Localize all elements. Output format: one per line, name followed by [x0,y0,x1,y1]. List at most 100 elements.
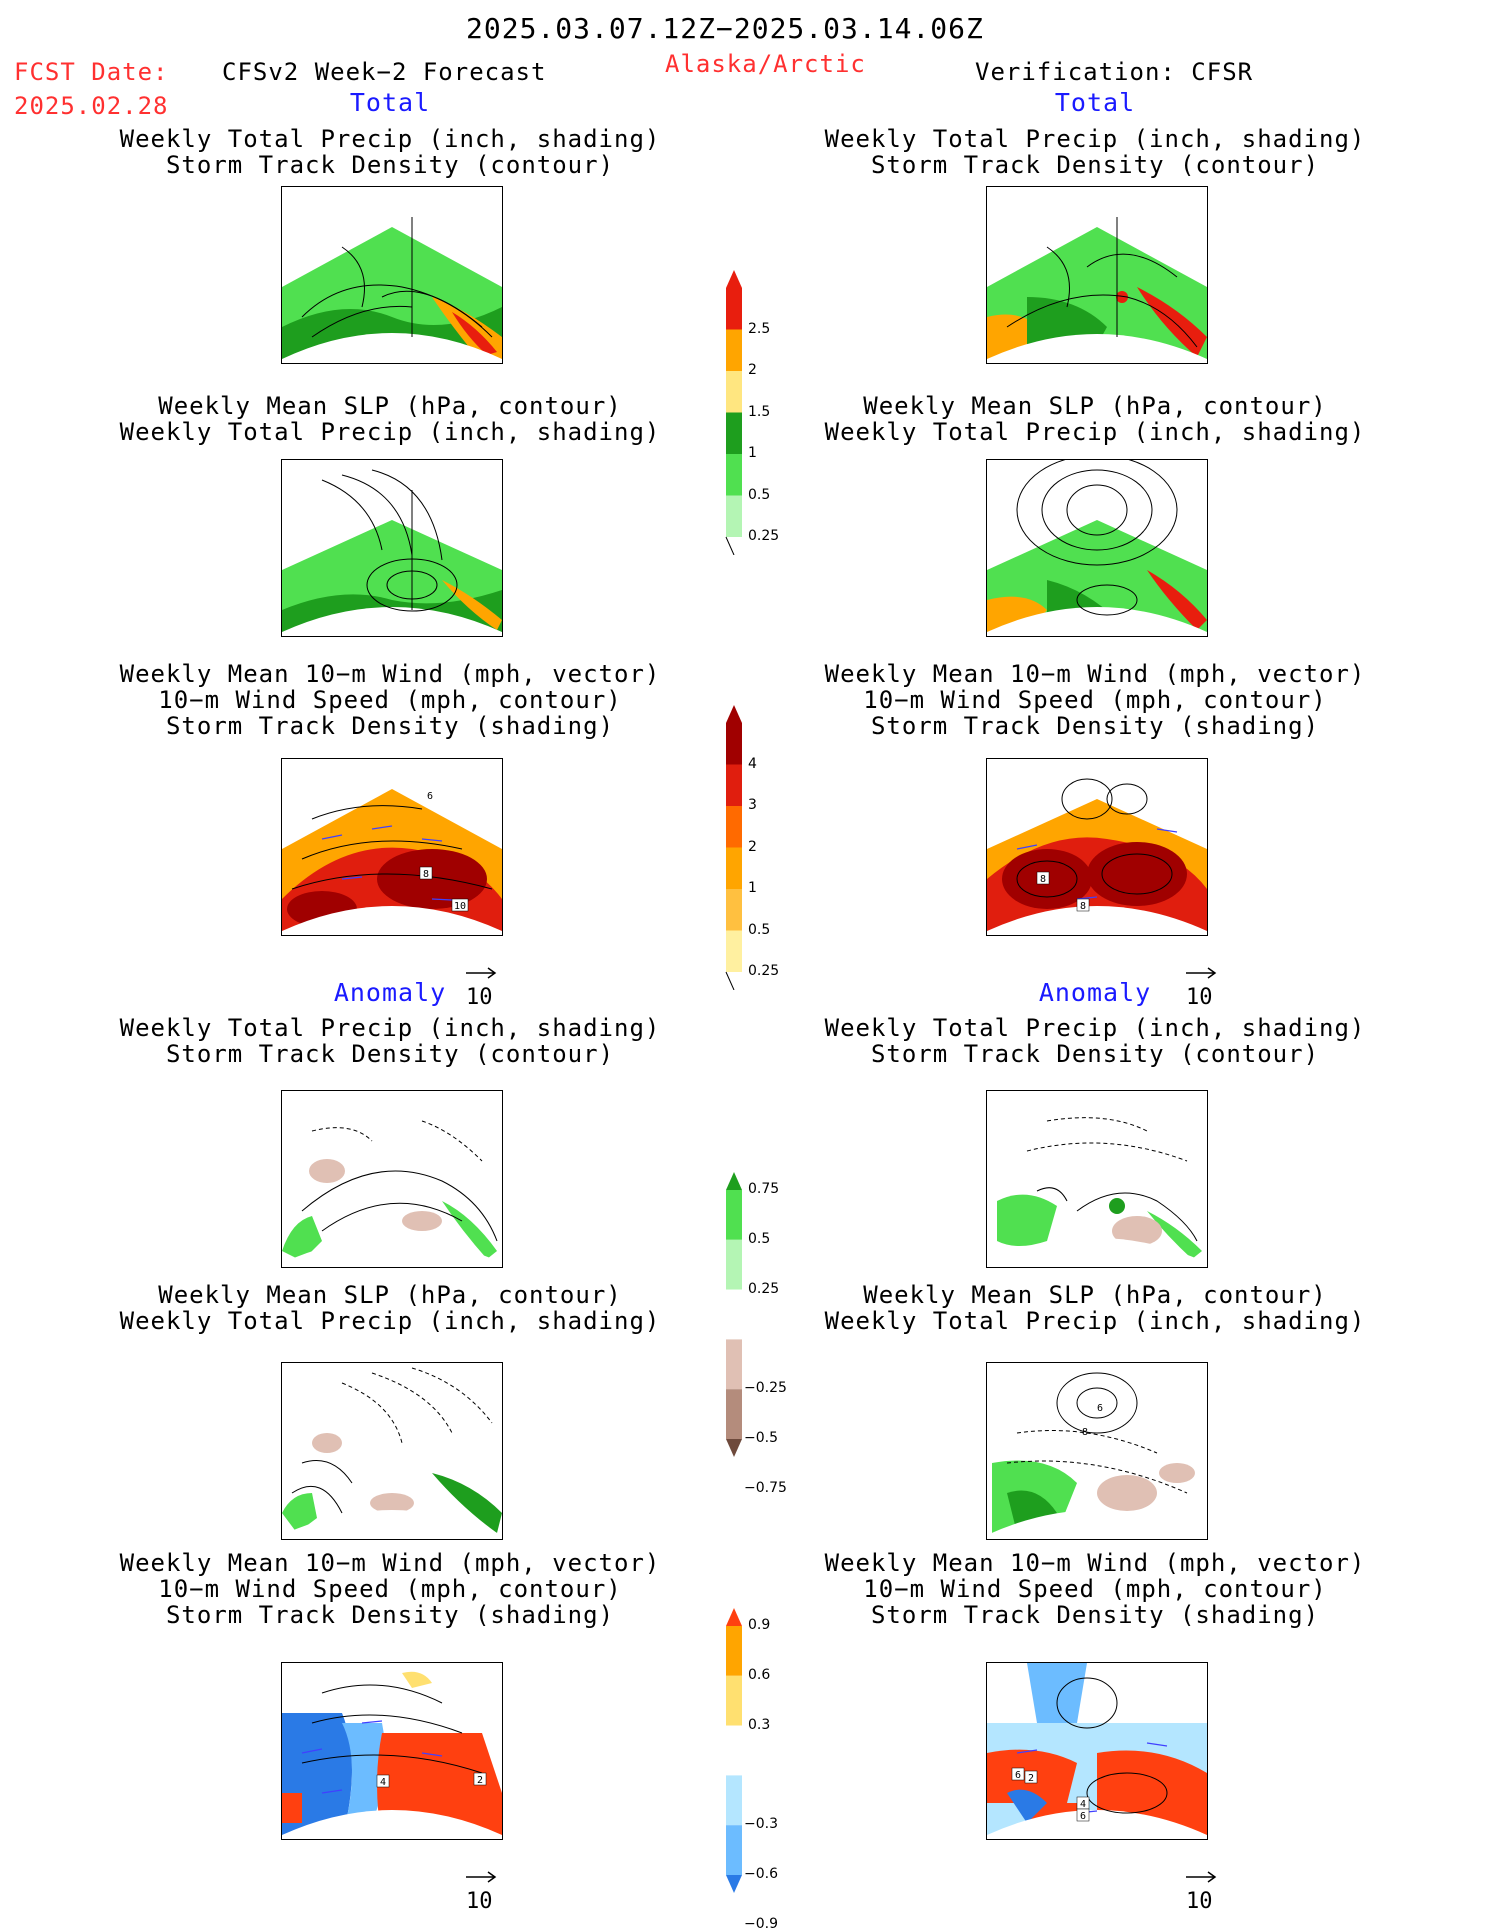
colorbar-cap [726,1172,742,1190]
region-title: Alaska/Arctic [665,50,866,78]
map-contour-label: 8 [423,869,429,880]
colorbar-tick-label: −0.6 [744,1866,778,1882]
colorbar-tick-label: 0.25 [748,1280,780,1297]
colorbar-band [726,1675,742,1726]
fcst-date-value: 2025.02.28 [14,92,169,120]
panel-title-cfsr-total-slp: Weekly Mean SLP (hPa, contour) Weekly Tot… [824,392,1366,446]
arrow-icon [466,1871,497,1883]
colorbar-tick-label: 1 [748,445,757,461]
colorbar-band [726,371,742,413]
colorbar-band [726,930,742,972]
colorbar-tick-label: 0.3 [748,1716,771,1733]
colorbar-tick-label: 2 [748,838,757,855]
panel-title-cfsr-total-precip: Weekly Total Precip (inch, shading) Storm… [824,125,1366,179]
map-cfsr-total-precip [986,186,1208,364]
panel-title-cfsr-total-wind: Weekly Mean 10−m Wind (mph, vector) 10−m … [824,660,1366,740]
colorbar-tick-label: 0.25 [748,528,780,544]
section-total-right: Total [1054,88,1136,117]
colorbar-cap [726,270,742,288]
arrow-icon [1186,967,1217,979]
section-anomaly-left: Anomaly [333,978,447,1007]
colorbar-tick-label: 0.75 [748,1181,780,1197]
vector-ref-cfsr-total: 10 [1186,960,1218,1010]
colorbar-tick-label: 1.5 [748,403,771,420]
colorbar-tick-label: −0.75 [744,1479,787,1496]
map-contour-label: 2 [477,1775,483,1786]
colorbar-total-storm: 4 3 2 1 0.5 0.25 [722,705,842,990]
colorbar-tick-label: −0.3 [744,1816,778,1833]
colorbar-band [726,412,742,454]
colorbar-tick-label: 0.5 [748,1230,771,1247]
colorbar-cap [726,705,742,723]
verification-title: Verification: CFSR [975,58,1254,86]
map-contour-label: 8 [1080,901,1086,912]
colorbar-band [726,764,742,806]
panel-title-fcst-anom-wind: Weekly Mean 10−m Wind (mph, vector) 10−m … [119,1549,661,1629]
map-fcst-anom-wind: 4 2 [281,1662,503,1840]
map-contour-label: 6 [427,791,433,802]
map-contour-label: 2 [1028,1773,1034,1784]
colorbar-cap [726,1439,742,1457]
colorbar-band [726,1190,742,1240]
colorbar-tail [725,971,735,990]
colorbar-band [726,1339,742,1390]
panel-title-fcst-anom-slp: Weekly Mean SLP (hPa, contour) Weekly Tot… [119,1281,661,1335]
map-contour-label: 6 [1097,1403,1103,1414]
map-fcst-anom-slp [281,1362,503,1540]
model-title: CFSv2 Week−2 Forecast [222,58,547,86]
map-contour-label: 4 [380,1777,386,1788]
colorbar-band [726,889,742,931]
colorbar-tick-label: 3 [748,797,757,813]
colorbar-band [726,806,742,848]
panel-title-cfsr-anom-slp: Weekly Mean SLP (hPa, contour) Weekly Tot… [824,1281,1366,1335]
colorbar-tick-label: 0.5 [748,486,771,503]
map-contour-label: 8 [1082,1427,1088,1438]
colorbar-band [726,1775,742,1826]
map-cfsr-total-slp [986,459,1208,637]
map-fcst-total-slp [281,459,503,637]
map-contour-label: 8 [1040,874,1046,885]
panel-title-cfsr-anom-precip: Weekly Total Precip (inch, shading) Storm… [824,1014,1366,1068]
fcst-date-label: FCST Date: [14,58,169,86]
map-cfsr-anom-slp: 6 8 [986,1362,1208,1540]
colorbar-band [726,1626,742,1676]
colorbar-band [726,288,742,330]
colorbar-band [726,1825,742,1875]
panel-title-fcst-total-precip: Weekly Total Precip (inch, shading) Storm… [119,125,661,179]
colorbar-cap [726,1875,742,1893]
vector-ref-fcst-total: 10 [466,960,498,1010]
map-contour-label: 10 [454,901,466,912]
map-fcst-total-wind: 6 8 10 [281,758,503,936]
vector-ref-cfsr-anom: 10 [1186,1864,1218,1914]
date-range-title: 2025.03.07.12Z−2025.03.14.06Z [466,12,984,45]
colorbar-band [726,847,742,889]
colorbar-tick-label: −0.9 [744,1915,778,1932]
map-cfsr-total-wind: 8 8 [986,758,1208,936]
section-anomaly-right: Anomaly [1038,978,1152,1007]
colorbar-tick-label: 0.25 [748,963,780,979]
map-fcst-anom-precip [281,1090,503,1268]
colorbar-band [726,723,742,765]
panel-title-fcst-anom-precip: Weekly Total Precip (inch, shading) Storm… [119,1014,661,1068]
map-contour-label: 4 [1080,1799,1086,1810]
panel-title-fcst-total-slp: Weekly Mean SLP (hPa, contour) Weekly Tot… [119,392,661,446]
colorbar-tick-label: 0.6 [748,1666,771,1683]
colorbar-tail [725,536,735,555]
colorbar-total-precip: 2.5 2 1.5 1 0.5 0.25 [722,270,842,555]
arrow-icon [466,967,497,979]
section-total-left: Total [349,88,431,117]
colorbar-tick-label: −0.5 [744,1430,778,1446]
colorbar-cap [726,1608,742,1626]
colorbar-band [726,1389,742,1439]
colorbar-tick-label: 0.5 [748,921,771,938]
vector-ref-fcst-anom: 10 [466,1864,498,1914]
colorbar-band [726,454,742,496]
colorbar-tick-label: 1 [748,880,757,896]
colorbar-anom-precip: 0.75 0.5 0.25 −0.25 −0.5 −0.75 [722,1172,842,1496]
colorbar-band [726,495,742,537]
map-cfsr-anom-precip [986,1090,1208,1268]
colorbar-band [726,1289,742,1340]
colorbar-tick-label: 4 [748,755,757,772]
panel-title-fcst-total-wind: Weekly Mean 10−m Wind (mph, vector) 10−m … [119,660,661,740]
arrow-icon [1186,1871,1217,1883]
